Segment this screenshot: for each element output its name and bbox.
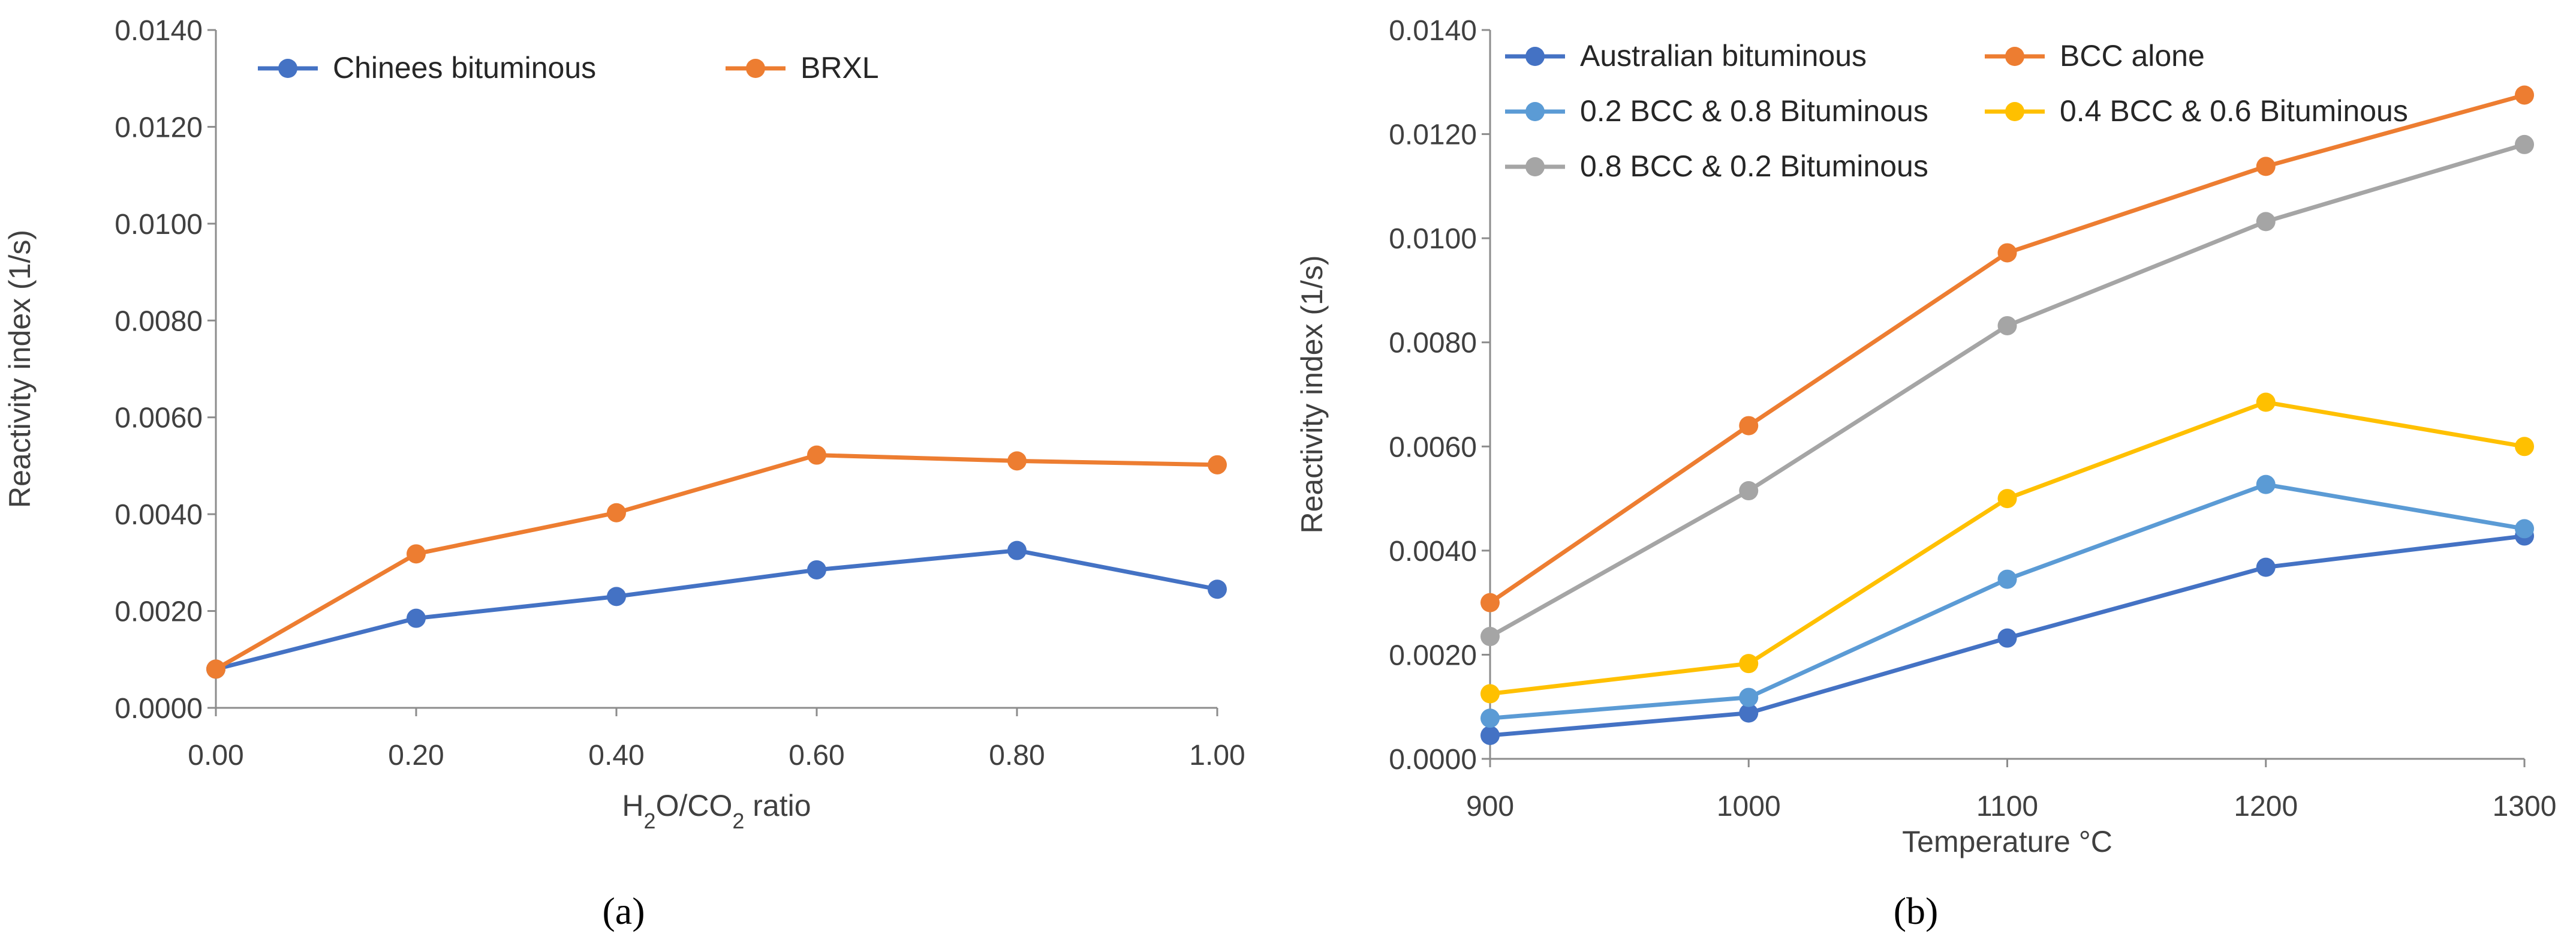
y-tick-label: 0.0000 [115,693,203,725]
x-tick-label: 0.00 [188,740,243,771]
y-tick-label: 0.0120 [1389,119,1477,151]
data-point [1739,654,1759,674]
x-tick-label: 0.20 [388,740,444,771]
y-tick-label: 0.0080 [115,305,203,337]
panel-caption: (b) [1894,890,1939,932]
y-tick-label: 0.0100 [115,209,203,241]
data-point [2256,474,2276,494]
data-point [1739,703,1759,723]
y-tick-label: 0.0100 [1389,223,1477,255]
y-tick-label: 0.0040 [115,499,203,531]
legend-swatch-marker [1525,47,1545,66]
data-point [1208,455,1227,474]
data-point [1997,489,2017,509]
data-point [1739,687,1759,707]
legend-label: 0.8 BCC & 0.2 Bituminous [1580,149,1928,183]
data-point [2256,157,2276,176]
legend-swatch-marker [1525,157,1545,176]
legend-label: 0.2 BCC & 0.8 Bituminous [1580,94,1928,128]
data-point [2256,392,2276,412]
data-point [2515,134,2534,154]
data-point [1480,627,1500,647]
x-tick-label: 1200 [2234,791,2298,822]
data-point [607,587,626,606]
data-point [2515,437,2534,457]
x-axis-title: H2O/CO2 ratio [622,789,811,833]
y-tick-label: 0.0140 [115,15,203,47]
x-tick-label: 0.60 [789,740,844,771]
y-axis-title: Reactivity index (1/s) [1295,255,1329,533]
data-point [2256,557,2276,577]
y-tick-label: 0.0040 [1389,536,1477,567]
y-tick-label: 0.0000 [1389,744,1477,776]
data-point [1739,481,1759,501]
x-tick-label: 1000 [1717,791,1781,822]
data-point [2515,519,2534,539]
y-tick-label: 0.0060 [1389,431,1477,463]
x-tick-label: 900 [1466,791,1514,822]
data-point [807,445,826,465]
data-point [1997,569,2017,589]
data-point [206,659,225,679]
data-point [1007,451,1027,471]
data-point [1007,540,1027,560]
legend-swatch-marker [1525,102,1545,121]
x-tick-label: 0.80 [989,740,1045,771]
data-point [1480,708,1500,728]
data-point [1480,684,1500,704]
x-tick-label: 1300 [2493,791,2557,822]
series-line-2 [215,453,1218,671]
data-point [1997,628,2017,648]
data-point [2515,85,2534,105]
legend-swatch-marker [2005,47,2024,66]
x-tick-label: 1100 [1976,791,2038,822]
x-tick-label: 0.40 [588,740,644,771]
panel-caption: (a) [602,890,645,932]
data-point [1208,579,1227,599]
y-tick-label: 0.0020 [115,596,203,628]
data-point [807,560,826,579]
data-point [607,503,626,522]
x-tick-label: 1.00 [1189,740,1245,771]
y-tick-label: 0.0020 [1389,639,1477,671]
y-tick-label: 0.0060 [115,403,203,434]
legend-label: BCC alone [2060,39,2205,73]
data-point [1997,316,2017,335]
legend-swatch-marker [746,59,765,78]
legend-swatch-marker [278,59,297,78]
y-tick-label: 0.0120 [115,112,203,143]
data-point [407,608,426,628]
y-tick-label: 0.0080 [1389,328,1477,359]
y-tick-label: 0.0140 [1389,15,1477,47]
data-point [1997,243,2017,263]
chart-panel-a: 0.0000 0.0020 0.0040 0.0060 0.0080 0.0100 0.01… [3,15,1245,932]
data-point [1480,593,1500,612]
series-line-1 [215,548,1218,671]
data-point [1739,416,1759,436]
legend-label: Australian bituminous [1580,39,1867,73]
y-axis-title: Reactivity index (1/s) [3,230,37,508]
data-point [1480,725,1500,745]
data-point [407,544,426,564]
legend-label: BRXL [801,51,879,85]
legend-label: 0.4 BCC & 0.6 Bituminous [2060,94,2408,128]
data-point [2256,212,2276,232]
legend-swatch-marker [2005,102,2024,121]
chart-panel-b: 0.0000 0.0020 0.0040 0.0060 0.0080 0.0100 0.01… [1295,15,2556,932]
legend-label: Chinees bituminous [333,51,596,85]
x-axis-title: Temperature °C [1902,825,2112,858]
